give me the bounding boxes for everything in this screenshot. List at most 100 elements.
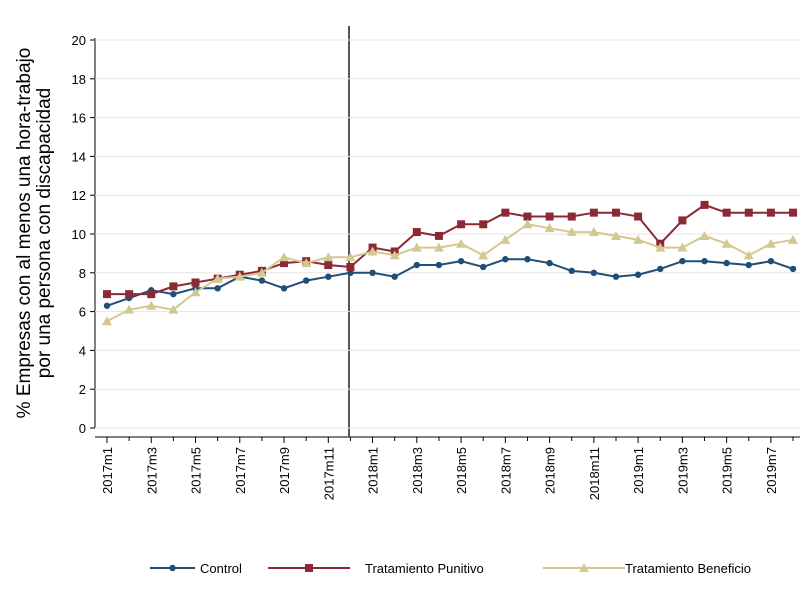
data-point <box>103 302 111 309</box>
x-tick-label: 2018m5 <box>454 447 469 494</box>
data-point <box>501 208 510 217</box>
data-point <box>612 273 620 280</box>
y-tick-label: 20 <box>72 33 86 48</box>
data-point <box>722 208 731 217</box>
y-axis-title: por una persona con discapacidad <box>34 88 55 378</box>
data-point <box>347 269 354 276</box>
data-point <box>546 259 553 267</box>
y-tick-label: 6 <box>79 305 86 320</box>
data-point <box>789 208 798 217</box>
x-tick-label: 2018m7 <box>498 447 513 494</box>
data-point <box>611 208 620 217</box>
data-point <box>677 242 688 252</box>
x-tick-label: 2019m1 <box>631 447 646 494</box>
data-point <box>522 219 533 229</box>
data-point <box>190 287 201 297</box>
data-point <box>191 278 200 287</box>
data-point <box>566 227 577 237</box>
data-point <box>168 304 179 314</box>
data-point <box>325 273 332 280</box>
legend-marker <box>305 564 313 572</box>
data-point <box>478 250 489 260</box>
x-tick-label: 2019m3 <box>675 447 690 494</box>
data-point <box>765 238 776 248</box>
series-line <box>106 258 794 307</box>
x-tick-label: 2018m3 <box>410 447 425 494</box>
legend-label: Tratamiento Punitivo <box>365 561 484 576</box>
y-tick-label: 10 <box>72 227 86 242</box>
data-point <box>389 250 400 260</box>
x-tick-label: 2018m11 <box>587 447 602 500</box>
data-point <box>657 265 664 273</box>
data-point <box>212 273 223 283</box>
data-point <box>589 208 598 217</box>
y-tick-label: 4 <box>79 343 86 358</box>
x-tick-label: 2017m1 <box>100 447 115 494</box>
data-point <box>411 242 422 252</box>
data-point <box>146 300 157 310</box>
data-point <box>745 261 752 269</box>
data-point <box>323 252 334 262</box>
y-tick-label: 0 <box>79 421 86 436</box>
data-point <box>435 261 443 269</box>
data-point <box>280 285 288 292</box>
data-point <box>479 220 488 229</box>
x-tick-label: 2019m5 <box>720 447 735 494</box>
legend-label: Tratamiento Beneficio <box>625 561 751 576</box>
data-point <box>701 257 708 265</box>
data-point <box>544 223 555 233</box>
x-tick-label: 2017m3 <box>144 447 159 494</box>
y-tick-label: 18 <box>72 72 86 87</box>
data-point <box>457 220 466 229</box>
data-point <box>124 304 135 314</box>
legend-label: Control <box>200 561 242 576</box>
data-point <box>170 290 177 298</box>
x-tick-label: 2017m5 <box>189 447 204 494</box>
data-point <box>610 230 621 240</box>
data-point <box>500 234 511 244</box>
data-point <box>568 267 575 275</box>
data-point <box>147 290 156 299</box>
y-tick-label: 2 <box>79 382 86 397</box>
data-point <box>634 212 643 221</box>
data-point <box>567 212 576 221</box>
data-point <box>369 269 376 276</box>
data-point <box>413 261 421 269</box>
data-point <box>767 257 775 265</box>
data-point <box>679 257 686 265</box>
x-tick-label: 2019m7 <box>764 447 779 494</box>
data-point <box>545 212 554 221</box>
legend-marker <box>169 564 176 572</box>
y-axis-title: % Empresas con al menos una hora-trabajo <box>14 48 35 419</box>
data-point <box>302 277 310 284</box>
y-tick-label: 16 <box>72 111 86 126</box>
data-point <box>345 252 356 262</box>
data-point <box>258 277 266 284</box>
data-point <box>590 269 598 276</box>
data-point <box>103 290 111 299</box>
data-point <box>524 256 531 263</box>
data-point <box>788 234 799 244</box>
data-point <box>633 234 644 244</box>
x-tick-label: 2017m9 <box>277 447 292 494</box>
data-point <box>457 257 465 265</box>
data-point <box>721 238 732 248</box>
data-point <box>699 230 710 240</box>
data-point <box>301 258 312 268</box>
data-point <box>723 259 730 267</box>
series-line <box>106 223 794 323</box>
data-point <box>744 208 753 217</box>
data-point <box>588 227 599 237</box>
data-point <box>346 262 355 271</box>
data-point <box>634 271 642 278</box>
x-tick-label: 2018m9 <box>543 447 558 494</box>
data-point <box>700 200 709 209</box>
data-point <box>655 242 666 252</box>
data-point <box>324 261 333 270</box>
data-point <box>214 285 221 292</box>
data-point <box>169 282 178 291</box>
data-point <box>480 263 487 271</box>
y-tick-label: 8 <box>79 266 86 281</box>
data-point <box>412 228 421 237</box>
